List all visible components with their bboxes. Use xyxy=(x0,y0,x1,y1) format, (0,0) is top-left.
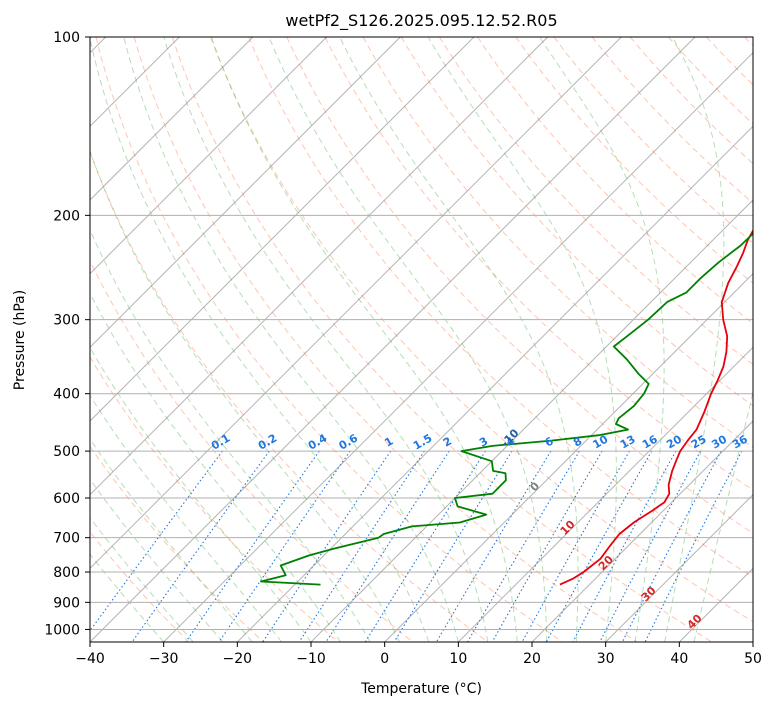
dry-adiabat xyxy=(90,531,190,642)
dry-adiabat xyxy=(133,37,638,642)
isotherm-line xyxy=(90,37,549,496)
data-lines xyxy=(260,228,753,586)
dry-adiabat xyxy=(400,37,753,407)
dry-adiabat xyxy=(171,37,712,642)
axis-ticks: −40 −30 −20 −10 0 10 20 30 40 50 100 200 300 400 500 60… xyxy=(44,30,762,667)
y-tick-label: 200 xyxy=(53,208,80,224)
y-tick-label: 900 xyxy=(53,595,80,611)
x-tick-label: −20 xyxy=(223,651,253,667)
dry-adiabat xyxy=(90,150,488,642)
x-tick-label: 20 xyxy=(523,651,541,667)
moist-adiabat xyxy=(427,37,617,642)
isotherm-line xyxy=(90,37,475,422)
mixing-ratio-line xyxy=(599,450,701,642)
moist-adiabat xyxy=(664,37,725,642)
moist-adiabat xyxy=(339,37,579,642)
isotherm-line xyxy=(384,272,753,642)
moist-adiabat xyxy=(90,228,371,642)
isotherm-line xyxy=(457,346,753,642)
isotherm-line xyxy=(310,199,753,642)
dry-adiabat xyxy=(286,37,753,534)
isotherm-line xyxy=(236,125,753,642)
mixing-ratio-line xyxy=(521,450,630,642)
dewpoint-profile-line xyxy=(260,232,753,586)
x-tick-label: −10 xyxy=(296,651,326,667)
y-tick-label: 300 xyxy=(53,313,80,329)
y-tick-label: 500 xyxy=(53,444,80,460)
moist-adiabat xyxy=(90,516,194,642)
dry-adiabat xyxy=(248,37,753,578)
mixing-ratio-line xyxy=(572,450,677,642)
moist-adiabat xyxy=(210,37,518,642)
x-tick-label: 40 xyxy=(670,651,688,667)
mixing-ratio-line xyxy=(185,450,320,642)
x-tick-label: −30 xyxy=(149,651,179,667)
isotherm-line xyxy=(90,37,254,201)
plot-frame xyxy=(89,36,754,643)
isotherm-line xyxy=(531,420,753,642)
moist-adiabat xyxy=(163,37,489,642)
y-tick-label: 400 xyxy=(53,387,80,403)
isotherm-line xyxy=(90,37,328,275)
y-axis-label: Pressure (hPa) xyxy=(12,290,28,390)
temperature-profile-line xyxy=(559,228,753,586)
mixing-ratio-line xyxy=(262,450,392,642)
x-tick-label: 50 xyxy=(744,651,762,667)
mixing-ratio-line xyxy=(621,450,722,642)
dry-adiabat xyxy=(210,37,753,623)
moist-adiabat xyxy=(90,438,253,642)
chart-title: wetPf2_S126.2025.095.12.52.R05 xyxy=(285,11,557,31)
y-tick-label: 100 xyxy=(53,30,80,46)
moist-adiabat xyxy=(90,478,223,642)
y-tick-label: 600 xyxy=(53,491,80,507)
x-tick-label: 0 xyxy=(380,651,389,667)
dry-adiabat xyxy=(438,37,753,366)
y-tick-label: 700 xyxy=(53,531,80,547)
dry-adiabat xyxy=(90,356,339,642)
mixing-ratio-line xyxy=(545,450,653,642)
isotherm-line xyxy=(90,37,696,642)
grid-lines xyxy=(90,37,753,642)
mixing-ratio-line xyxy=(491,450,603,642)
moist-adiabat xyxy=(693,389,753,642)
y-tick-label: 1000 xyxy=(44,622,80,638)
mixing-ratio-line xyxy=(218,450,351,642)
dry-adiabat xyxy=(90,445,264,642)
isotherm-line xyxy=(163,51,753,642)
isotherm-line xyxy=(605,493,753,642)
x-tick-label: 30 xyxy=(597,651,615,667)
x-axis-label: Temperature (°C) xyxy=(360,681,482,697)
x-tick-label: −40 xyxy=(75,651,105,667)
moist-adiabat xyxy=(90,41,430,642)
mixing-ratio-line xyxy=(90,450,223,632)
mixing-ratio-line xyxy=(644,450,743,642)
x-tick-label: 10 xyxy=(449,651,467,667)
moist-adiabat xyxy=(90,149,400,642)
moist-adiabat xyxy=(268,37,548,642)
dry-adiabat xyxy=(553,37,753,244)
moist-adiabat xyxy=(90,292,341,642)
isotherm-line xyxy=(90,37,401,349)
y-tick-label: 800 xyxy=(53,565,80,581)
mixing-ratio-line xyxy=(298,450,425,642)
moist-adiabat xyxy=(538,37,665,642)
isotherm-line xyxy=(90,37,622,570)
dry-adiabat xyxy=(591,37,753,204)
